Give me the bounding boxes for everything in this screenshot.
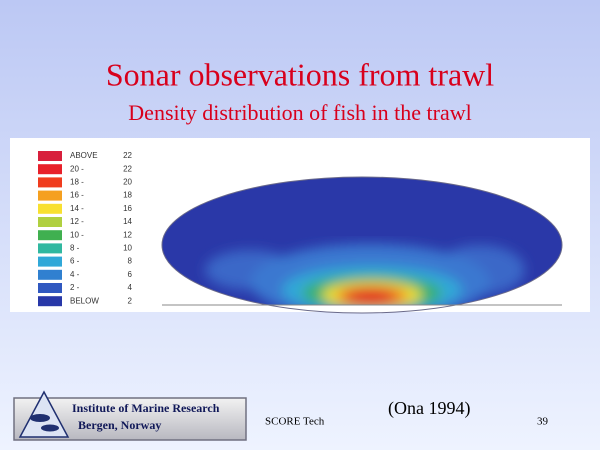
legend-label: 4 - — [70, 270, 80, 279]
page-number: 39 — [537, 416, 549, 428]
logo-fish — [30, 414, 50, 422]
legend-value: 2 — [128, 296, 133, 305]
legend-value: 12 — [123, 230, 132, 239]
legend-label: 6 - — [70, 257, 80, 266]
legend-swatch — [38, 217, 62, 227]
legend-label: 2 - — [70, 283, 80, 292]
slide-title: Sonar observations from trawl — [106, 56, 494, 92]
legend-swatch — [38, 269, 62, 280]
legend-value: 20 — [123, 178, 132, 187]
legend-swatch — [38, 177, 62, 188]
cutoff — [162, 305, 562, 313]
legend-label: 8 - — [70, 244, 80, 253]
legend-value: 4 — [128, 283, 133, 292]
legend-swatch — [38, 296, 62, 307]
institute-logo: Institute of Marine Research Bergen, Nor… — [13, 390, 247, 441]
density-blob — [344, 289, 396, 305]
sonar-plot — [161, 176, 563, 314]
legend-label: 14 - — [70, 204, 84, 213]
institute-location: Bergen, Norway — [78, 418, 161, 432]
legend-label: 12 - — [70, 217, 84, 226]
legend-value: 22 — [123, 164, 132, 173]
legend-swatch — [38, 230, 62, 241]
slide-subtitle: Density distribution of fish in the traw… — [128, 100, 471, 125]
trawl-outline — [161, 176, 563, 314]
legend: ABOVE 22 20 - 22 18 - 20 16 - 18 14 - 16 12 - 14 10 … — [38, 151, 133, 307]
institute-name: Institute of Marine Research — [72, 401, 220, 415]
legend-swatch — [38, 256, 62, 267]
legend-label: 18 - — [70, 178, 84, 187]
legend-value: 6 — [128, 270, 133, 279]
legend-value: 16 — [123, 204, 132, 213]
citation: (Ona 1994) — [388, 398, 470, 419]
legend-value: 10 — [123, 244, 132, 253]
legend-value: 22 — [123, 151, 132, 160]
legend-label: 10 - — [70, 230, 84, 239]
legend-label: 20 - — [70, 164, 84, 173]
legend-swatch — [38, 243, 62, 254]
legend-swatch — [38, 283, 62, 293]
legend-value: 18 — [123, 191, 132, 200]
legend-label: BELOW — [70, 296, 99, 305]
legend-label: ABOVE — [70, 151, 98, 160]
logo-fish — [41, 424, 59, 432]
legend-label: 16 - — [70, 191, 84, 200]
legend-swatch — [38, 151, 62, 161]
legend-value: 8 — [128, 257, 133, 266]
legend-swatch — [38, 190, 62, 201]
legend-value: 14 — [123, 217, 132, 226]
legend-swatch — [38, 164, 62, 175]
project-name: SCORE Tech — [265, 416, 325, 428]
legend-swatch — [38, 203, 62, 214]
